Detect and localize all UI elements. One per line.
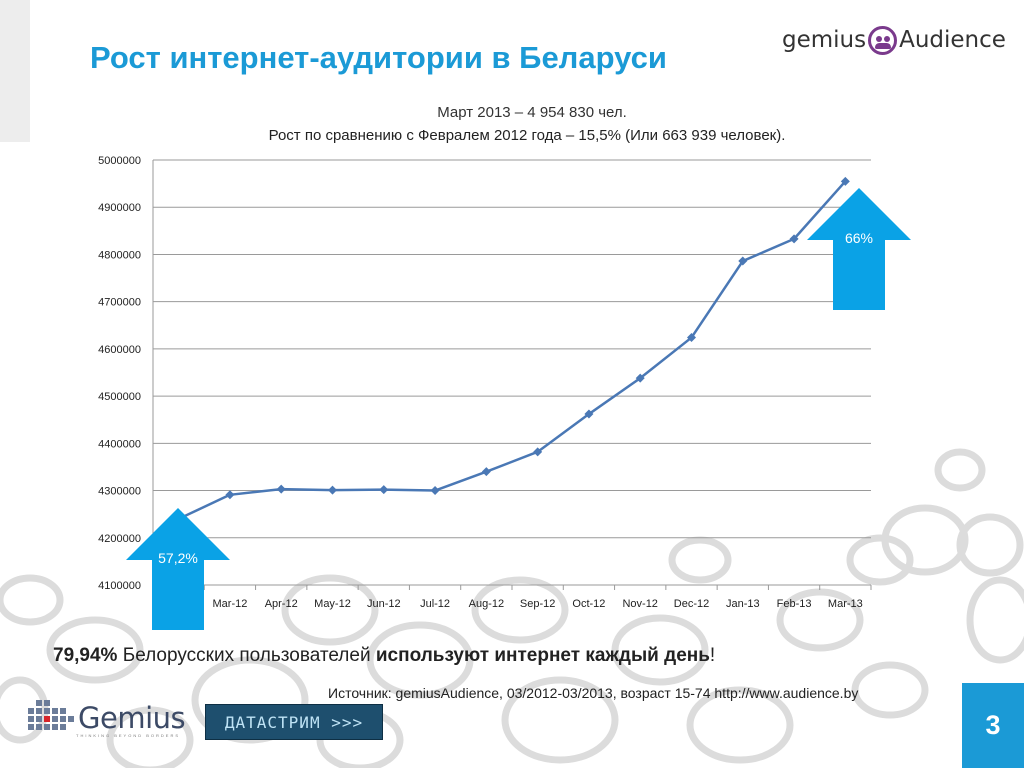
y-tick-label: 4500000 (98, 391, 141, 403)
datastrim-logo: ДАТАСТРИМ >>> (205, 704, 383, 740)
decor-ring (846, 534, 914, 586)
y-tick-label: 4200000 (98, 533, 141, 545)
decor-ring (106, 706, 194, 768)
data-point (789, 234, 799, 244)
decor-ring (686, 686, 794, 764)
gemius-logo: Gemius THINKING BEYOND BORDERS (28, 700, 186, 738)
decor-ring (281, 574, 379, 646)
daily-usage-statement: 79,94% Белорусских пользователей использ… (53, 645, 715, 667)
decor-ring (191, 656, 309, 744)
data-point (276, 484, 286, 494)
decor-ring (966, 576, 1024, 664)
data-point (635, 373, 645, 383)
x-tick-label: Dec-12 (674, 598, 709, 610)
x-tick-label: Nov-12 (622, 598, 657, 610)
y-tick-label: 4100000 (98, 580, 141, 592)
y-tick-label: 5000000 (98, 155, 141, 167)
up-arrow-icon (807, 188, 911, 310)
x-tick-label: Jul-12 (420, 598, 450, 610)
data-point (430, 486, 440, 496)
gemius-tagline: THINKING BEYOND BORDERS (76, 733, 181, 738)
decor-ring (46, 616, 144, 684)
x-tick-label: Oct-12 (572, 598, 605, 610)
decor-ring (366, 621, 474, 699)
decor-ring (668, 536, 732, 584)
chart-subtitle-line1: Март 2013 – 4 954 830 чел. (437, 104, 627, 121)
data-point (379, 485, 389, 495)
audience-people-icon (868, 25, 898, 55)
annotation-arrow-start: 57,2% (126, 508, 230, 630)
x-tick-label: Mar-12 (213, 598, 248, 610)
y-tick-label: 4700000 (98, 297, 141, 309)
x-tick-label: Apr-12 (265, 598, 298, 610)
decor-ring (501, 676, 619, 764)
series-line (178, 180, 847, 521)
y-tick-label: 4400000 (98, 438, 141, 450)
y-tick-label: 4900000 (98, 202, 141, 214)
x-tick-label: Jan-13 (726, 598, 760, 610)
decor-ring (934, 448, 986, 492)
logo-text-right: Audience (899, 27, 1006, 53)
data-point (840, 176, 850, 186)
source-note: Источник: gemiusAudience, 03/2012-03/201… (328, 685, 859, 701)
x-tick-label: Aug-12 (469, 598, 504, 610)
logo-text-left: gemius (782, 27, 867, 53)
daily-usage-percent: 79,94% (53, 645, 118, 666)
arrow-label: 57,2% (158, 550, 198, 566)
arrow-label: 66% (845, 230, 873, 246)
page-number: 3 (962, 683, 1024, 768)
page-title: Рост интернет-аудитории в Беларуси (90, 40, 667, 75)
data-point (738, 256, 748, 266)
data-point (533, 447, 543, 457)
x-tick-label: Jun-12 (367, 598, 401, 610)
y-tick-label: 4800000 (98, 249, 141, 261)
decor-ring (776, 588, 864, 652)
data-point (225, 490, 235, 500)
up-arrow-icon (126, 508, 230, 630)
x-tick-label: Feb-13 (777, 598, 812, 610)
line-chart: 4100000 4200000 4300000 4400000 4500000 46000… (98, 155, 911, 630)
data-point (584, 409, 594, 419)
data-point (328, 485, 337, 495)
data-point (687, 333, 696, 343)
left-decor-strip (0, 0, 30, 142)
x-tick-label: Mar-13 (828, 598, 863, 610)
y-tick-label: 4300000 (98, 486, 141, 498)
decor-ring (851, 661, 929, 719)
daily-usage-mid: Белорусских пользователей (117, 645, 376, 666)
x-tick-label: Sep-12 (520, 598, 555, 610)
gemius-grid-icon (28, 700, 74, 730)
data-point (481, 467, 491, 477)
y-tick-label: 4600000 (98, 344, 141, 356)
daily-usage-bold: используют интернет каждый день (375, 645, 710, 666)
decor-ring (611, 614, 709, 686)
gemius-audience-logo: gemius Audience (782, 23, 1006, 57)
annotation-arrow-end: 66% (807, 188, 911, 310)
decor-ring (956, 513, 1024, 577)
decor-ring (471, 576, 569, 644)
gemius-logo-text: Gemius (78, 701, 186, 735)
chart-subtitle-line2: Рост по сравнению с Февралем 2012 года –… (268, 127, 786, 144)
x-tick-label: May-12 (314, 598, 351, 610)
decor-ring (0, 574, 64, 626)
daily-usage-end: ! (709, 645, 716, 666)
